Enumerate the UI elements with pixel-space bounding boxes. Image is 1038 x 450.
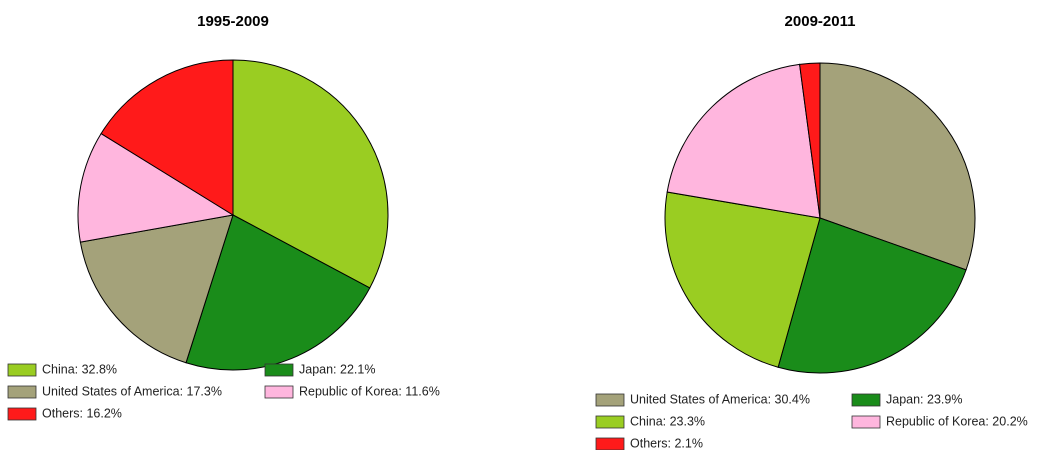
pie-slice [185,214,371,371]
legend-swatch [851,415,881,429]
pie-slice [232,59,389,289]
legend-label: Others: 16.2% [42,406,122,420]
pie-slice [79,214,234,364]
chart-title: 2009-2011 [785,13,856,30]
legend-label: Republic of Korea: 20.2% [886,414,1028,428]
legend-swatch [264,363,294,377]
legend-swatch [595,393,625,407]
pie-slice [777,217,967,374]
legend-label: Others: 2.1% [630,436,703,450]
pie-slice [799,62,821,219]
legend-swatch [7,407,37,421]
legend-label: China: 32.8% [42,362,117,376]
pie-slice [819,62,976,271]
legend-swatch [7,363,37,377]
legend-label: United States of America: 17.3% [42,384,222,398]
legend-label: China: 23.3% [630,414,705,428]
legend-swatch [7,385,37,399]
legend-swatch [264,385,294,399]
legend-label: Japan: 23.9% [886,392,962,406]
pie-slice [664,191,821,368]
legend-swatch [595,415,625,429]
legend-swatch [595,437,625,450]
legend-swatch [851,393,881,407]
legend-label: Japan: 22.1% [299,362,375,376]
legend-label: Republic of Korea: 11.6% [299,384,440,398]
pie-slice [666,63,821,219]
pie-slice [77,132,235,243]
pie-slice [100,59,234,216]
chart-title: 1995-2009 [197,13,269,30]
legend-label: United States of America: 30.4% [630,392,810,406]
